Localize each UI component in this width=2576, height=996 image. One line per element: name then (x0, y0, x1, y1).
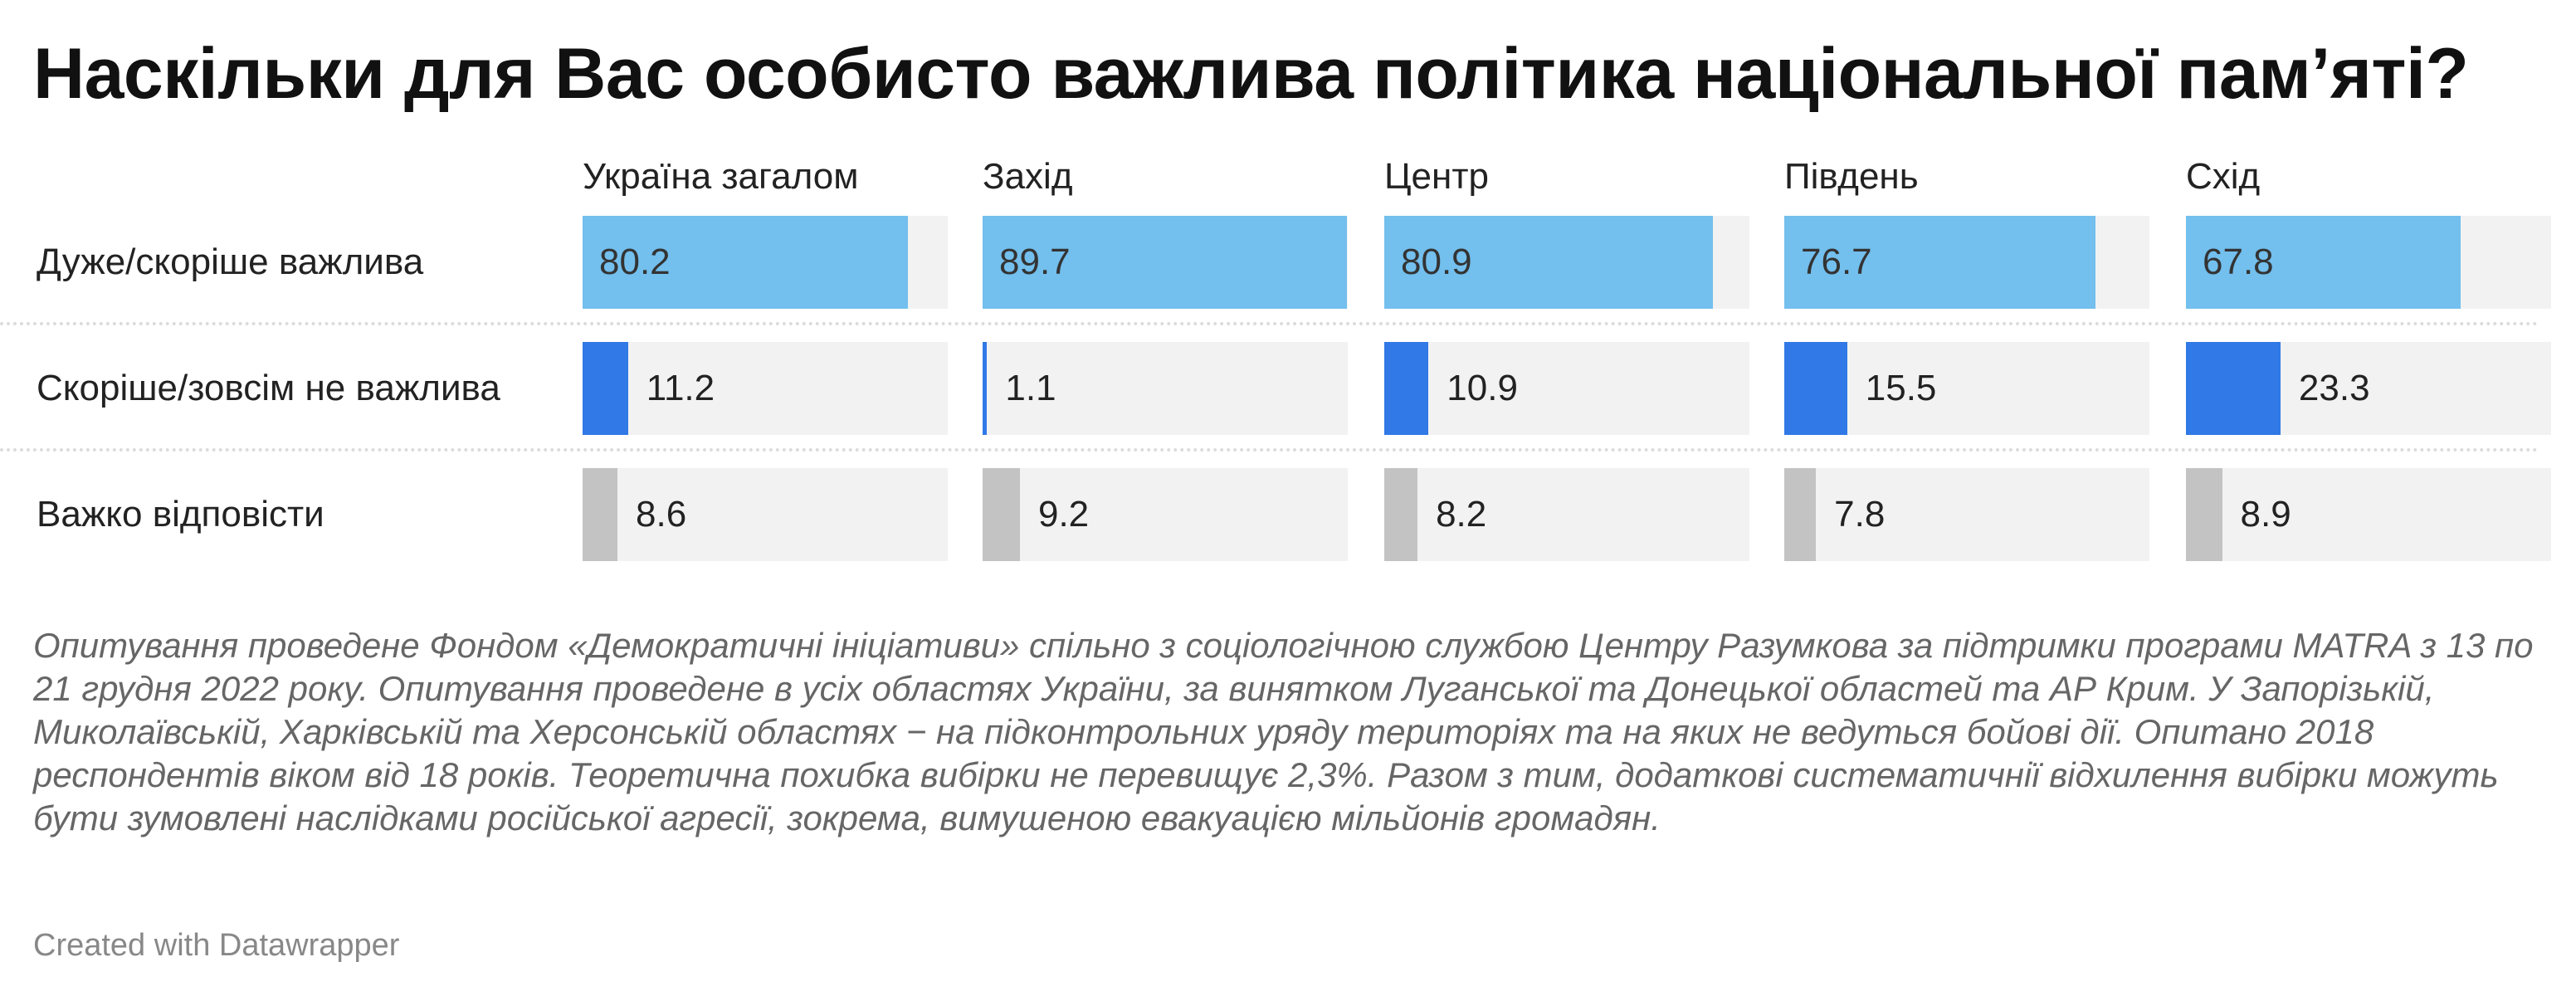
bar-track: 8.2 (1384, 468, 1749, 561)
bar[interactable] (1384, 342, 1429, 435)
bar[interactable] (583, 342, 628, 435)
bar-track: 80.9 (1384, 216, 1749, 309)
bar-track: 1.1 (983, 342, 1348, 435)
value-label: 9.2 (1037, 494, 1090, 535)
bar[interactable] (983, 468, 1020, 561)
value-label: 80.2 (599, 242, 671, 282)
value-label: 8.9 (2240, 494, 2291, 535)
value-label: 8.6 (636, 494, 687, 535)
bar[interactable] (1784, 468, 1817, 561)
value-label: 1.1 (1005, 368, 1056, 408)
value-label: 7.8 (1834, 494, 1886, 535)
bar-track: 23.3 (2186, 342, 2551, 435)
bar-track: 7.8 (1784, 468, 2149, 561)
row-label: Важко відповісти (37, 494, 324, 535)
bar[interactable] (2186, 468, 2222, 561)
bar[interactable] (583, 216, 909, 309)
row-label: Скоріше/зовсім не важлива (37, 368, 500, 408)
column-header: Схід (2186, 156, 2261, 197)
value-label: 89.7 (999, 242, 1071, 282)
footnote: Опитування проведене Фондом «Демократичн… (33, 626, 2534, 837)
value-label: 11.2 (646, 368, 715, 408)
row-label: Дуже/скоріше важлива (37, 242, 424, 282)
value-label: 76.7 (1801, 242, 1872, 282)
value-label: 8.2 (1436, 494, 1487, 535)
column-header: Центр (1384, 156, 1489, 197)
value-label: 80.9 (1401, 242, 1472, 282)
value-label: 10.9 (1447, 368, 1518, 408)
bar[interactable] (2186, 216, 2461, 309)
bar-track: 76.7 (1784, 216, 2149, 309)
credit-link[interactable]: Created with Datawrapper (33, 928, 400, 963)
bar[interactable] (1784, 342, 1847, 435)
value-label: 15.5 (1865, 368, 1937, 408)
bar-track: 8.9 (2186, 468, 2551, 561)
bar[interactable] (1384, 468, 1418, 561)
bar-track: 80.2 (583, 216, 948, 309)
bar-track: 11.2 (583, 342, 948, 435)
value-label: 67.8 (2203, 242, 2274, 282)
column-header: Захід (983, 156, 1073, 197)
bar[interactable] (583, 468, 618, 561)
bar-track: 15.5 (1784, 342, 2149, 435)
bar-track: 67.8 (2186, 216, 2551, 309)
bar[interactable] (2186, 342, 2281, 435)
bar-track: 8.6 (583, 468, 948, 561)
row-separator (0, 448, 2539, 452)
bar-track: 10.9 (1384, 342, 1749, 435)
row-separator (0, 322, 2539, 325)
chart-title: Наскільки для Вас особисто важлива політ… (33, 34, 2469, 114)
bar[interactable] (1784, 216, 2095, 309)
bar[interactable] (983, 216, 1347, 309)
column-header: Південь (1784, 156, 1919, 197)
value-label: 23.3 (2298, 368, 2370, 408)
column-header: Україна загалом (583, 156, 859, 197)
bar-track: 89.7 (983, 216, 1348, 309)
bar[interactable] (1384, 216, 1713, 309)
bar[interactable] (983, 342, 988, 435)
bar-track: 9.2 (983, 468, 1348, 561)
